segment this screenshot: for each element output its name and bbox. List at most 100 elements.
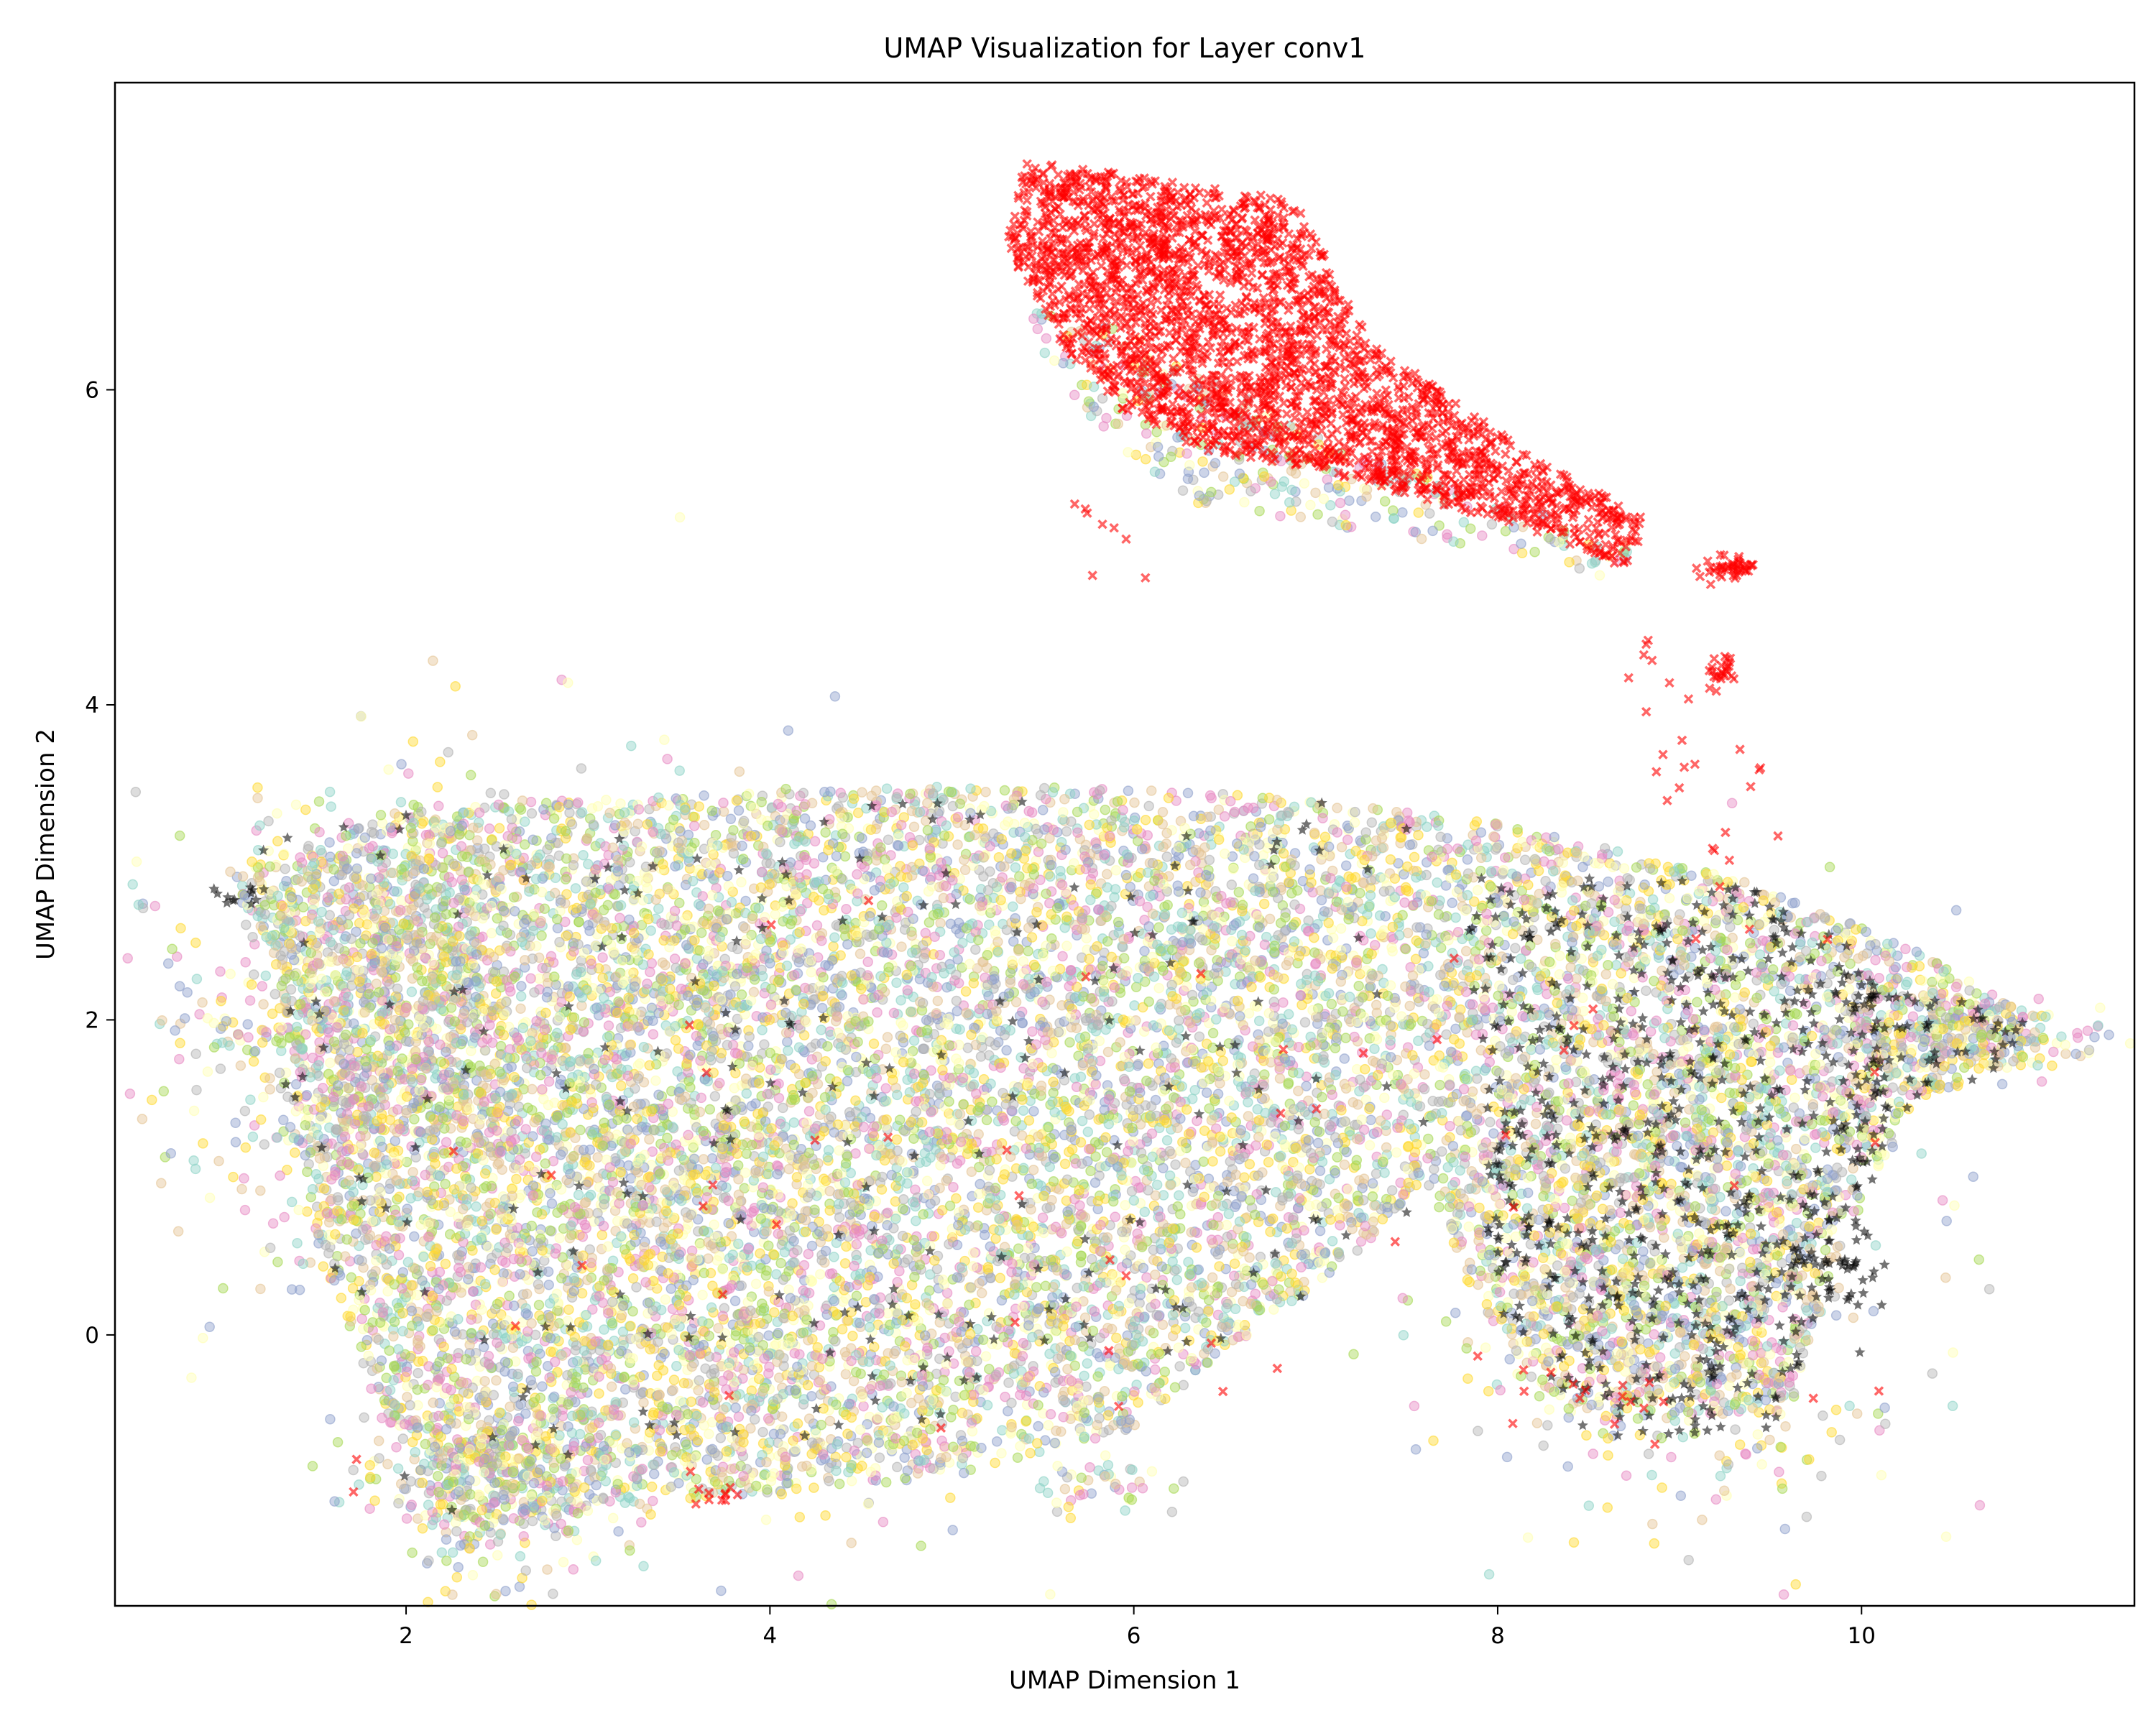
data-point <box>1593 881 1605 892</box>
data-point <box>763 1280 774 1292</box>
data-point <box>1578 1006 1589 1017</box>
data-point <box>1048 1087 1059 1099</box>
data-point <box>891 977 902 989</box>
data-point <box>1299 1017 1311 1028</box>
data-point <box>1379 1092 1390 1104</box>
data-point <box>1203 1173 1215 1184</box>
data-point <box>560 874 571 885</box>
data-point <box>876 900 888 911</box>
data-point <box>412 1290 423 1300</box>
data-point <box>563 1304 574 1315</box>
data-point <box>1079 1031 1091 1043</box>
data-point <box>1082 1156 1093 1167</box>
data-point <box>407 1167 418 1178</box>
data-point <box>1207 1272 1218 1283</box>
data-point <box>1133 973 1143 984</box>
data-point <box>1686 951 1697 962</box>
data-point <box>1243 1111 1254 1122</box>
data-point <box>1123 1298 1135 1308</box>
data-point <box>858 1400 869 1412</box>
data-point <box>985 902 997 913</box>
data-points <box>122 159 2136 1610</box>
data-point <box>1226 879 1238 890</box>
data-point <box>1649 1329 1659 1340</box>
data-point <box>1259 939 1271 951</box>
data-point <box>1462 1027 1473 1038</box>
data-point <box>806 798 818 809</box>
data-point <box>1297 876 1309 887</box>
data-point <box>938 892 949 904</box>
data-point <box>882 1032 893 1043</box>
data-point <box>594 1388 604 1399</box>
data-point <box>898 882 909 893</box>
data-point <box>980 787 991 798</box>
data-point <box>1139 1206 1151 1217</box>
data-point <box>1404 1000 1415 1012</box>
data-point <box>1603 876 1613 887</box>
data-point <box>1219 811 1230 822</box>
data-point <box>1304 1164 1315 1175</box>
data-point <box>1450 912 1461 923</box>
data-point <box>1178 1380 1189 1390</box>
data-point <box>1221 957 1232 968</box>
data-point <box>396 895 407 906</box>
data-point <box>627 1273 639 1284</box>
data-point <box>645 966 655 978</box>
data-point <box>729 1083 740 1094</box>
data-point <box>1789 1092 1800 1104</box>
data-point <box>1787 1020 1799 1031</box>
data-point <box>1352 1245 1363 1256</box>
data-point <box>324 837 335 848</box>
data-point <box>710 1163 722 1173</box>
data-point <box>1861 926 1871 938</box>
data-point <box>741 1088 752 1099</box>
data-point <box>1102 882 1112 893</box>
data-point <box>1341 1147 1352 1158</box>
data-point <box>858 1122 870 1132</box>
data-point <box>1085 1165 1096 1177</box>
data-point <box>757 1426 768 1438</box>
data-point <box>1892 950 1903 961</box>
data-point <box>1051 1426 1061 1436</box>
data-point <box>1365 928 1376 939</box>
data-point <box>880 1043 892 1055</box>
data-point <box>1463 1221 1475 1232</box>
data-point <box>318 1261 329 1272</box>
data-point <box>302 1166 313 1178</box>
data-point <box>619 826 630 837</box>
data-point <box>1061 826 1072 837</box>
data-point <box>1263 814 1275 825</box>
data-point <box>1075 1137 1087 1148</box>
data-point <box>1731 979 1741 991</box>
data-point <box>1263 1157 1274 1168</box>
data-point <box>1023 923 1034 933</box>
data-point <box>732 1013 743 1025</box>
data-point <box>1161 1135 1173 1146</box>
data-point <box>939 1367 950 1377</box>
data-point <box>545 1225 556 1236</box>
data-point <box>871 855 882 866</box>
data-point <box>1638 1246 1649 1257</box>
data-point <box>1147 1151 1158 1163</box>
data-point <box>706 1302 717 1313</box>
data-point <box>543 1076 555 1087</box>
data-point <box>854 948 866 959</box>
data-point <box>573 1189 584 1201</box>
data-point <box>1616 968 1626 979</box>
data-point <box>834 1479 845 1489</box>
data-point <box>1710 915 1722 925</box>
data-point <box>1289 936 1300 947</box>
data-point <box>697 1289 708 1300</box>
data-point <box>718 806 729 817</box>
data-point <box>1037 805 1049 816</box>
data-point <box>1062 1364 1073 1374</box>
data-point <box>397 1433 409 1444</box>
data-point <box>1130 981 1142 992</box>
data-point <box>1179 1322 1191 1334</box>
data-point <box>848 1375 860 1387</box>
data-point <box>696 927 707 938</box>
data-point <box>1079 1312 1091 1323</box>
data-point <box>997 872 1008 883</box>
data-point <box>1293 1202 1304 1214</box>
